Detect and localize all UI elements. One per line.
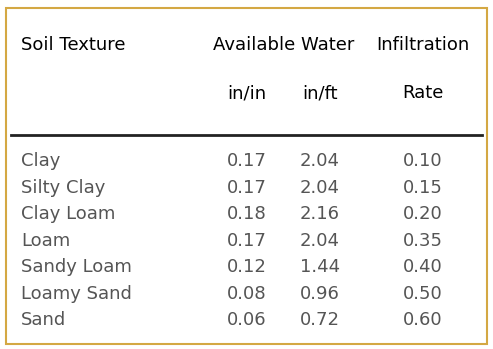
Text: 2.04: 2.04 bbox=[300, 232, 340, 250]
Text: 0.17: 0.17 bbox=[227, 232, 266, 250]
Text: 0.17: 0.17 bbox=[227, 152, 266, 170]
Text: 0.40: 0.40 bbox=[403, 258, 443, 276]
Text: Soil Texture: Soil Texture bbox=[21, 36, 126, 54]
Text: 0.12: 0.12 bbox=[227, 258, 266, 276]
Text: 2.04: 2.04 bbox=[300, 179, 340, 196]
Text: 0.96: 0.96 bbox=[300, 285, 340, 303]
Text: 0.10: 0.10 bbox=[403, 152, 443, 170]
Text: Loam: Loam bbox=[21, 232, 70, 250]
Text: Loamy Sand: Loamy Sand bbox=[21, 285, 132, 303]
Text: in/in: in/in bbox=[227, 84, 266, 103]
Text: Available Water: Available Water bbox=[212, 36, 354, 54]
Text: Silty Clay: Silty Clay bbox=[21, 179, 106, 196]
Text: Infiltration: Infiltration bbox=[376, 36, 470, 54]
Text: 0.15: 0.15 bbox=[403, 179, 443, 196]
Text: 0.35: 0.35 bbox=[403, 232, 443, 250]
Text: Rate: Rate bbox=[402, 84, 444, 103]
Text: 0.20: 0.20 bbox=[403, 205, 443, 223]
Text: 0.50: 0.50 bbox=[403, 285, 443, 303]
Text: Sandy Loam: Sandy Loam bbox=[21, 258, 132, 276]
Text: Clay: Clay bbox=[21, 152, 60, 170]
Text: 0.06: 0.06 bbox=[227, 311, 266, 329]
Text: 2.16: 2.16 bbox=[300, 205, 340, 223]
Text: 1.44: 1.44 bbox=[300, 258, 340, 276]
Text: 0.17: 0.17 bbox=[227, 179, 266, 196]
Text: in/ft: in/ft bbox=[302, 84, 338, 103]
Text: 0.60: 0.60 bbox=[403, 311, 443, 329]
Text: 0.18: 0.18 bbox=[227, 205, 266, 223]
Text: 2.04: 2.04 bbox=[300, 152, 340, 170]
Text: 0.08: 0.08 bbox=[227, 285, 266, 303]
Text: 0.72: 0.72 bbox=[300, 311, 340, 329]
Text: Clay Loam: Clay Loam bbox=[21, 205, 115, 223]
Text: Sand: Sand bbox=[21, 311, 66, 329]
